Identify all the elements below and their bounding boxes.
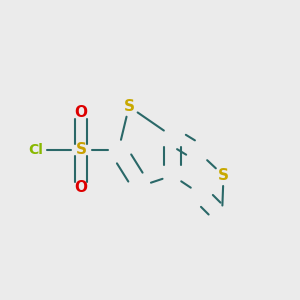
Text: S: S xyxy=(124,99,134,114)
Text: S: S xyxy=(218,168,229,183)
Text: Cl: Cl xyxy=(28,143,44,157)
Text: S: S xyxy=(76,142,86,158)
Text: O: O xyxy=(74,180,88,195)
Text: O: O xyxy=(74,105,88,120)
